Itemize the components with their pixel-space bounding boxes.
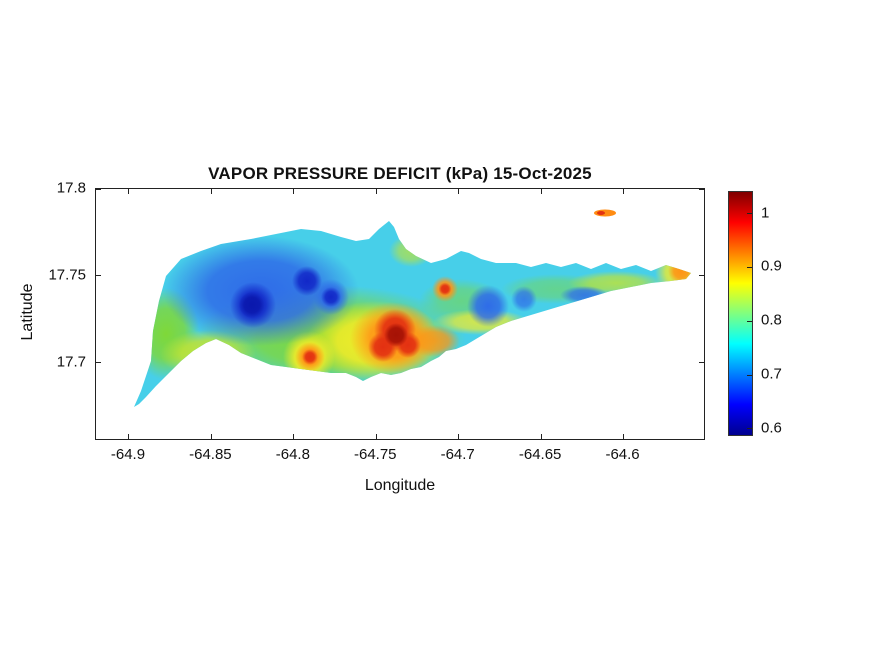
y-axis-tick-labels: 17.7 17.75 17.8 (0, 180, 86, 440)
colorbar-tick-mark (747, 320, 752, 322)
x-tick-label: -64.65 (518, 446, 562, 463)
y-axis-label: Latitude (19, 283, 36, 341)
x-axis-tick-labels: -64.9 -64.85 -64.8 -64.75 -64.7 -64.65 -64.6 (95, 446, 705, 466)
colorbar-tick-label: 0.7 (761, 365, 782, 383)
x-tick-mark (375, 189, 377, 194)
x-tick-mark (623, 434, 625, 439)
x-tick-mark (540, 434, 542, 439)
x-tick-mark (128, 434, 130, 439)
x-tick-mark (458, 189, 460, 194)
colorbar-tick-mark (747, 213, 752, 215)
x-tick-label: -64.9 (110, 446, 146, 463)
y-tick-mark (96, 362, 101, 364)
y-tick-mark (96, 275, 101, 277)
colorbar-tick-label: 0.9 (761, 257, 782, 275)
x-tick-label: -64.75 (353, 446, 397, 463)
chart-title: VAPOR PRESSURE DEFICIT (kPa) 15-Oct-2025 (208, 164, 592, 183)
y-tick-mark (699, 362, 704, 364)
detached-warm-sliver (594, 209, 616, 217)
colorbar (728, 191, 753, 436)
x-axis-label: Longitude (364, 477, 436, 494)
x-tick-mark (210, 189, 212, 194)
colorbar-tick-mark (747, 374, 752, 376)
y-tick-label: 17.8 (56, 179, 86, 197)
x-tick-mark (540, 189, 542, 194)
x-tick-mark (375, 434, 377, 439)
x-tick-label: -64.6 (605, 446, 640, 463)
y-tick-mark (96, 188, 101, 190)
x-tick-mark (623, 189, 625, 194)
x-tick-mark (293, 434, 295, 439)
colorbar-tick-label: 0.8 (761, 311, 782, 329)
colorbar-tick-label: 1 (761, 204, 770, 222)
colorbar-tick-mark (747, 428, 752, 430)
island-heatmap (134, 209, 691, 407)
y-tick-mark (699, 275, 704, 277)
colorbar-tick-labels: 0.6 0.7 0.8 0.9 1 (761, 191, 807, 436)
x-tick-label: -64.85 (189, 446, 232, 463)
x-tick-mark (458, 434, 460, 439)
x-tick-label: -64.7 (440, 446, 475, 463)
x-tick-mark (293, 189, 295, 194)
y-tick-label: 17.7 (56, 353, 86, 371)
y-tick-mark (699, 188, 704, 190)
x-tick-mark (128, 189, 130, 194)
x-tick-label: -64.8 (275, 446, 310, 463)
colorbar-tick-mark (747, 266, 752, 268)
y-tick-label: 17.75 (48, 266, 86, 284)
plot-area (95, 188, 705, 440)
colorbar-tick-label: 0.6 (761, 419, 782, 437)
x-tick-mark (210, 434, 212, 439)
